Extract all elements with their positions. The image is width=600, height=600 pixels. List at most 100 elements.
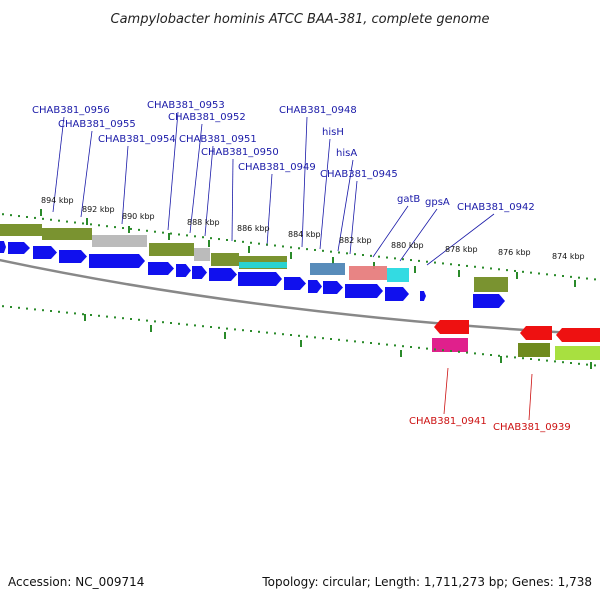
tick-dot xyxy=(530,271,532,274)
tick-dot xyxy=(418,259,420,262)
tick-dot xyxy=(370,254,372,257)
tick-dot xyxy=(194,324,196,327)
tick-dot xyxy=(306,248,308,251)
tick-label: 890 kbp xyxy=(122,212,155,221)
cog-color-track xyxy=(0,224,508,292)
tick-dot xyxy=(258,242,260,245)
major-tick xyxy=(373,262,375,269)
tick-dot xyxy=(178,322,180,325)
tick-dot xyxy=(410,346,412,348)
major-tick xyxy=(516,272,518,279)
tick-dot xyxy=(402,345,404,348)
tick-dot xyxy=(50,218,52,221)
tick-label: 876 kbp xyxy=(498,248,531,257)
major-tick xyxy=(208,240,210,247)
tick-label: 886 kbp xyxy=(237,224,270,233)
gene-labels: CHAB381_0956CHAB381_0955CHAB381_0954CHAB… xyxy=(32,100,571,433)
cog-block xyxy=(42,228,92,240)
tick-dot xyxy=(338,251,340,254)
tick-dot xyxy=(74,221,76,224)
cog-block xyxy=(239,262,287,268)
tick-dot xyxy=(82,222,84,225)
tick-dot xyxy=(354,340,356,343)
forward-gene-label: CHAB381_0956 xyxy=(32,105,110,116)
tick-dot xyxy=(146,229,148,232)
tick-dot xyxy=(538,272,540,275)
tick-dot xyxy=(474,352,476,355)
forward-gene-label: CHAB381_0948 xyxy=(279,105,357,116)
genome-summary-text: Topology: circular; Length: 1,711,273 bp… xyxy=(261,575,592,589)
forward-gene-arrow xyxy=(148,262,174,275)
tick-dot xyxy=(242,329,244,332)
leader-line xyxy=(528,373,533,421)
forward-gene-arrow xyxy=(0,241,6,253)
tick-dot xyxy=(98,314,100,317)
major-tick xyxy=(84,314,86,321)
major-tick xyxy=(590,362,592,369)
tick-dot xyxy=(130,227,132,230)
tick-dot xyxy=(522,357,524,360)
major-tick xyxy=(224,332,226,339)
leader-line xyxy=(399,208,438,262)
tick-dot xyxy=(546,359,548,362)
reverse-gene-label: CHAB381_0939 xyxy=(493,422,571,433)
tick-dot xyxy=(194,235,196,238)
tick-dot xyxy=(474,265,476,268)
tick-dot xyxy=(482,266,484,269)
tick-dot xyxy=(458,264,460,267)
cog-block xyxy=(194,248,210,261)
cog-block xyxy=(327,263,345,275)
tick-dot xyxy=(106,225,108,228)
leader-line xyxy=(189,123,203,234)
tick-dot xyxy=(186,234,188,237)
accession-text: Accession: NC_009714 xyxy=(8,575,144,589)
tick-dot xyxy=(170,232,172,235)
tick-dot xyxy=(386,343,388,346)
major-tick xyxy=(290,252,292,259)
major-tick xyxy=(248,246,250,253)
tick-dot xyxy=(450,350,452,352)
tick-dot xyxy=(226,238,228,241)
map-title: Campylobacter hominis ATCC BAA-381, comp… xyxy=(111,12,490,27)
forward-gene-arrow xyxy=(473,294,505,308)
tick-dot xyxy=(50,310,52,312)
tick-dot xyxy=(570,362,572,364)
tick-dot xyxy=(34,308,36,311)
reverse-gene-arrow xyxy=(520,326,552,340)
tick-dot xyxy=(450,263,452,266)
leader-line xyxy=(52,116,65,213)
tick-dot xyxy=(66,220,68,223)
major-tick xyxy=(332,257,334,264)
tick-dot xyxy=(2,213,4,216)
forward-gene-arrow xyxy=(59,250,87,263)
major-tick xyxy=(400,350,402,357)
leader-line xyxy=(167,111,179,231)
major-tick xyxy=(86,218,88,225)
tick-dot xyxy=(362,254,364,257)
cog-block xyxy=(0,224,42,236)
tick-label: 894 kbp xyxy=(41,196,74,205)
cog-block xyxy=(310,263,327,275)
tick-label: 874 kbp xyxy=(552,252,585,261)
forward-gene-label: CHAB381_0945 xyxy=(320,169,398,180)
tick-dot xyxy=(74,312,76,315)
major-tick xyxy=(128,226,130,233)
tick-dot xyxy=(202,236,204,239)
leader-line xyxy=(319,138,331,250)
forward-gene-label: gpsA xyxy=(425,197,450,208)
tick-dot xyxy=(578,276,580,279)
forward-gene-arrow xyxy=(238,272,282,286)
leader-line xyxy=(231,158,234,242)
tick-dot xyxy=(482,353,484,356)
leader-line xyxy=(349,180,358,255)
tick-dot xyxy=(466,264,468,267)
tick-dot xyxy=(290,334,292,336)
tick-dot xyxy=(522,270,524,273)
tick-dot xyxy=(530,358,532,360)
tick-dot xyxy=(26,307,28,310)
tick-dot xyxy=(554,274,556,277)
tick-dot xyxy=(322,337,324,340)
tick-dot xyxy=(186,323,188,326)
tick-dot xyxy=(354,253,356,256)
tick-dot xyxy=(90,314,92,316)
